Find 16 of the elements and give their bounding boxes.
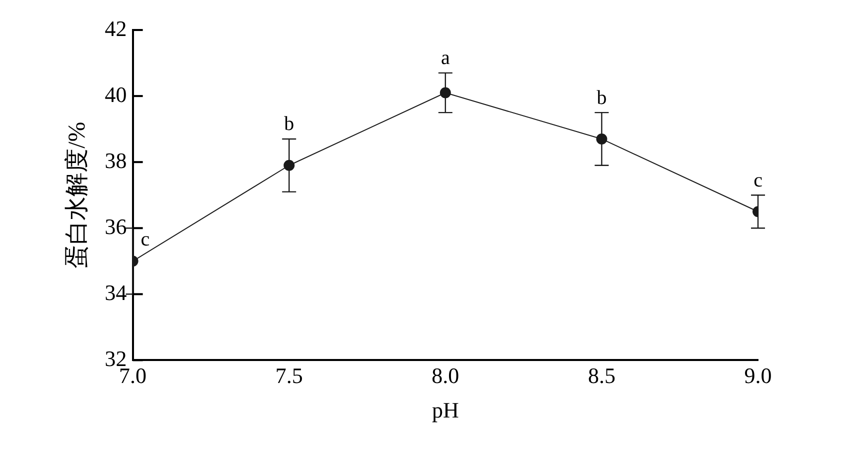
y-tick-label: 42 <box>104 16 127 41</box>
y-tick-label: 40 <box>104 82 127 107</box>
annotation: b <box>596 86 607 109</box>
x-tick-label: 8.0 <box>432 363 460 388</box>
x-tick-label: 7.5 <box>275 363 303 388</box>
x-tick-label: 8.5 <box>588 363 616 388</box>
y-tick-label: 38 <box>104 148 127 173</box>
y-axis-title: 蛋白水解度/% <box>64 122 91 268</box>
x-axis-title: pH <box>432 398 459 423</box>
annotation: b <box>284 113 294 136</box>
y-tick-label: 36 <box>104 214 127 239</box>
y-tick-label: 34 <box>104 280 127 305</box>
x-tick-label: 9.0 <box>744 363 772 388</box>
annotation: c <box>754 169 763 192</box>
annotation: a <box>440 47 450 70</box>
annotation: c <box>140 228 150 250</box>
